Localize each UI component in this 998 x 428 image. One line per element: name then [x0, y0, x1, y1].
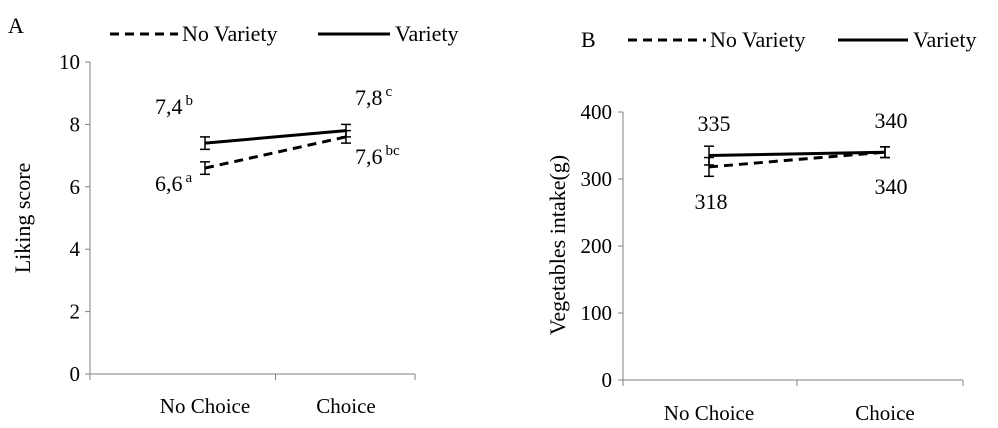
x-tick-label: Choice	[316, 394, 375, 418]
y-tick-label: 200	[581, 234, 613, 258]
chart-panel-a: A No Variety Variety 0 2 4 6 8 10 No Choice Choice…	[8, 13, 459, 418]
y-tick-label: 8	[70, 112, 81, 136]
y-axis-label: Liking score	[10, 163, 35, 274]
x-tick-label: Choice	[855, 401, 914, 425]
panel-label: A	[8, 13, 24, 38]
chart-panel-b: B No Variety Variety 0 100 200 300 400 No Choice…	[545, 27, 977, 425]
y-tick-label: 100	[581, 301, 613, 325]
data-label: 318	[695, 189, 728, 214]
legend-label-variety: Variety	[395, 21, 459, 46]
data-label: 340	[875, 108, 908, 133]
series-variety: 7,4 b 7,8 c	[155, 84, 393, 151]
y-tick-label: 4	[70, 237, 81, 261]
legend-label-no-variety: No Variety	[710, 27, 806, 52]
data-label: 7,6 bc	[355, 143, 400, 169]
data-label: 335	[698, 111, 731, 136]
y-tick-label: 300	[581, 167, 613, 191]
y-axis-label: Vegetables intake(g)	[545, 155, 570, 335]
legend-label-variety: Variety	[913, 27, 977, 52]
series-line-variety	[708, 150, 886, 158]
series-line-variety	[204, 129, 347, 145]
data-label: 7,4 b	[155, 93, 193, 119]
data-label: 7,8 c	[355, 84, 393, 110]
y-tick-label: 10	[59, 50, 80, 74]
data-label: 340	[875, 174, 908, 199]
legend: No Variety Variety	[110, 21, 459, 46]
series-no-variety: 6,6 a 7,6 bc	[155, 129, 400, 196]
x-tick-label: No Choice	[160, 394, 250, 418]
series-no-variety: 318 340	[695, 146, 908, 214]
y-tick-label: 6	[70, 175, 81, 199]
legend-label-no-variety: No Variety	[182, 21, 278, 46]
x-tick-label: No Choice	[664, 401, 754, 425]
legend: No Variety Variety	[628, 27, 977, 52]
series-line-no-variety	[204, 135, 347, 170]
y-tick-label: 0	[70, 362, 81, 386]
series-variety: 335 340	[698, 108, 908, 166]
panel-label: B	[581, 27, 596, 52]
data-label: 6,6 a	[155, 170, 193, 196]
y-tick-label: 0	[602, 368, 613, 392]
y-tick-label: 2	[70, 300, 81, 324]
y-tick-label: 400	[581, 100, 613, 124]
